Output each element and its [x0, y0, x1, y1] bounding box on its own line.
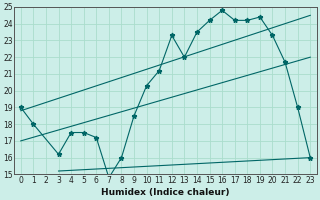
X-axis label: Humidex (Indice chaleur): Humidex (Indice chaleur) — [101, 188, 230, 197]
